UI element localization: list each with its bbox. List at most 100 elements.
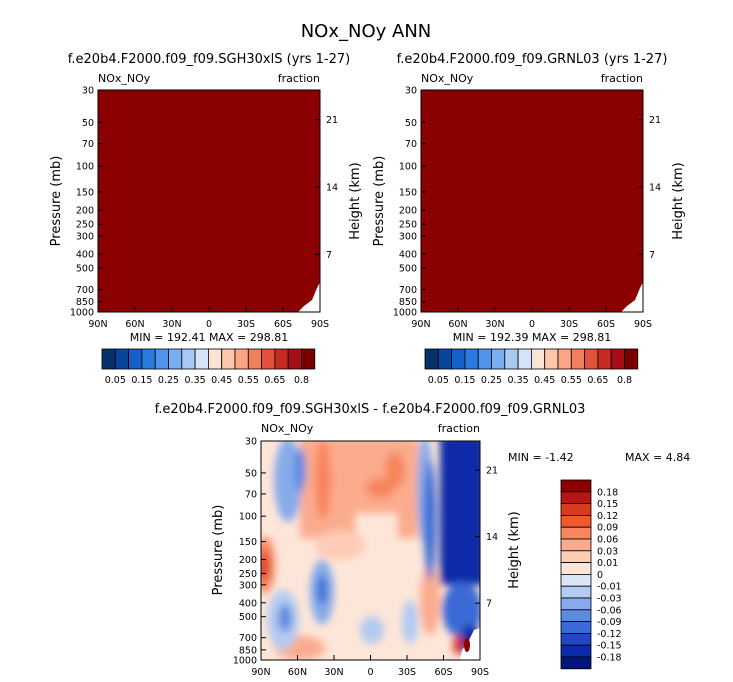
panel-2-missing-corner [621, 282, 643, 312]
y-tick-label: 500 [399, 264, 417, 275]
colorbar-swatch [437, 348, 452, 370]
y-tick-label: 50 [405, 118, 417, 129]
y-tick-label: 30 [245, 437, 257, 448]
panel-3-colorbar: 0.180.150.120.090.060.030.010-0.01-0.03-… [560, 479, 622, 670]
panel-3-variable-label: NOx_NOy [261, 422, 314, 435]
colorbar-swatch [560, 491, 592, 504]
colorbar-swatch [128, 348, 143, 370]
colorbar-swatch [274, 348, 289, 370]
colorbar-label: -0.12 [597, 629, 622, 640]
colorbar-swatch [560, 621, 592, 634]
colorbar-swatch [261, 348, 276, 370]
y-tick-label: 100 [399, 162, 417, 173]
colorbar-swatch [557, 348, 572, 370]
x-tick-label: 30S [398, 667, 416, 678]
colorbar-label: 0.8 [617, 375, 632, 386]
colorbar-swatch [477, 348, 492, 370]
x-tick-label: 90S [471, 667, 489, 678]
colorbar-label: 0.25 [481, 375, 502, 386]
y-tick-label: 250 [239, 569, 257, 580]
panel-2-colorbar: 0.05 0.15 0.25 0.35 0.45 0.55 0.65 0.8 [424, 348, 639, 386]
y-tick-label: 70 [245, 489, 257, 500]
right-tick-label: 21 [326, 115, 338, 126]
colorbar-label: 0.55 [561, 375, 582, 386]
colorbar-swatch [560, 644, 592, 658]
panel-2-title: f.e20b4.F2000.f09_f09.GRNL03 (yrs 1-27) [397, 52, 668, 67]
panel-1-missing-corner [298, 282, 320, 312]
colorbar-swatch [424, 348, 439, 370]
colorbar-label: -0.01 [597, 582, 622, 593]
colorbar-swatch [560, 515, 592, 528]
panel-2-right-axis: 21 14 7 [638, 115, 661, 261]
colorbar-swatch [491, 348, 506, 370]
panel-2-minmax: MIN = 192.39 MAX = 298.81 [453, 331, 611, 344]
panel-2-units-label: fraction [601, 72, 643, 85]
y-tick-label: 70 [82, 139, 94, 150]
x-tick-label: 90S [311, 319, 329, 330]
colorbar-label: 0.06 [597, 535, 618, 546]
panel-1-right-axis: 21 14 7 [315, 115, 338, 261]
y-tick-label: 200 [399, 206, 417, 217]
right-tick-label: 21 [486, 466, 498, 477]
right-tick-label: 21 [649, 115, 661, 126]
colorbar-label: 0.55 [238, 375, 259, 386]
colorbar-swatch [181, 348, 196, 370]
right-tick-label: 14 [649, 182, 661, 193]
colorbar-label: 0.8 [294, 375, 309, 386]
colorbar-label: 0.05 [105, 375, 126, 386]
colorbar-swatch [221, 348, 236, 370]
y-tick-label: 500 [76, 264, 94, 275]
panel-1-variable-label: NOx_NOy [98, 72, 151, 85]
panel-3-title: f.e20b4.F2000.f09_f09.SGH30xlS - f.e20b4… [155, 402, 586, 417]
colorbar-swatch [247, 348, 263, 370]
colorbar-label: 0.15 [454, 375, 475, 386]
panel-2-right-y-label: Height (km) [671, 162, 686, 239]
x-tick-label: 60N [448, 319, 467, 330]
y-tick-label: 700 [239, 633, 257, 644]
colorbar-swatch [101, 348, 116, 370]
colorbar-label: 0.25 [158, 375, 179, 386]
y-tick-label: 150 [399, 187, 417, 198]
y-tick-label: 300 [399, 231, 417, 242]
colorbar-swatch [504, 348, 519, 370]
figure-title: NOx_NOy ANN [301, 21, 432, 42]
x-tick-label: 0 [529, 319, 535, 330]
y-tick-label: 700 [399, 285, 417, 296]
colorbar-swatch [560, 550, 592, 563]
right-tick-label: 7 [649, 250, 655, 261]
colorbar-label: -0.15 [597, 641, 622, 652]
colorbar-swatch [560, 574, 592, 587]
y-tick-label: 1000 [393, 308, 417, 319]
colorbar-swatch [560, 479, 592, 493]
panel-1-units-label: fraction [278, 72, 320, 85]
y-tick-label: 400 [76, 249, 94, 260]
y-tick-label: 200 [239, 555, 257, 566]
colorbar-label: 0.05 [428, 375, 449, 386]
y-tick-label: 50 [245, 468, 257, 479]
x-tick-label: 90N [411, 319, 430, 330]
panel-1-title: f.e20b4.F2000.f09_f09.SGH30xlS (yrs 1-27… [68, 52, 350, 67]
y-tick-label: 100 [239, 512, 257, 523]
panel-3-min: MIN = -1.42 [508, 451, 574, 464]
x-tick-label: 30N [162, 319, 181, 330]
colorbar-label: 0.65 [587, 375, 608, 386]
colorbar-label: -0.18 [597, 653, 622, 664]
colorbar-swatch [560, 538, 592, 552]
colorbar-label: 0.65 [264, 375, 285, 386]
colorbar-swatch [451, 348, 466, 370]
y-tick-label: 300 [239, 580, 257, 591]
y-tick-label: 250 [76, 220, 94, 231]
colorbar-label: 0.45 [534, 375, 555, 386]
x-tick-label: 60S [434, 667, 452, 678]
panel-2-variable-label: NOx_NOy [421, 72, 474, 85]
colorbar-label: 0.03 [597, 546, 618, 557]
y-tick-label: 1000 [70, 308, 94, 319]
panel-1-field [98, 90, 320, 312]
y-tick-label: 30 [82, 86, 94, 97]
colorbar-swatch [234, 348, 249, 370]
x-tick-label: 0 [206, 319, 212, 330]
right-tick-label: 14 [486, 532, 498, 543]
